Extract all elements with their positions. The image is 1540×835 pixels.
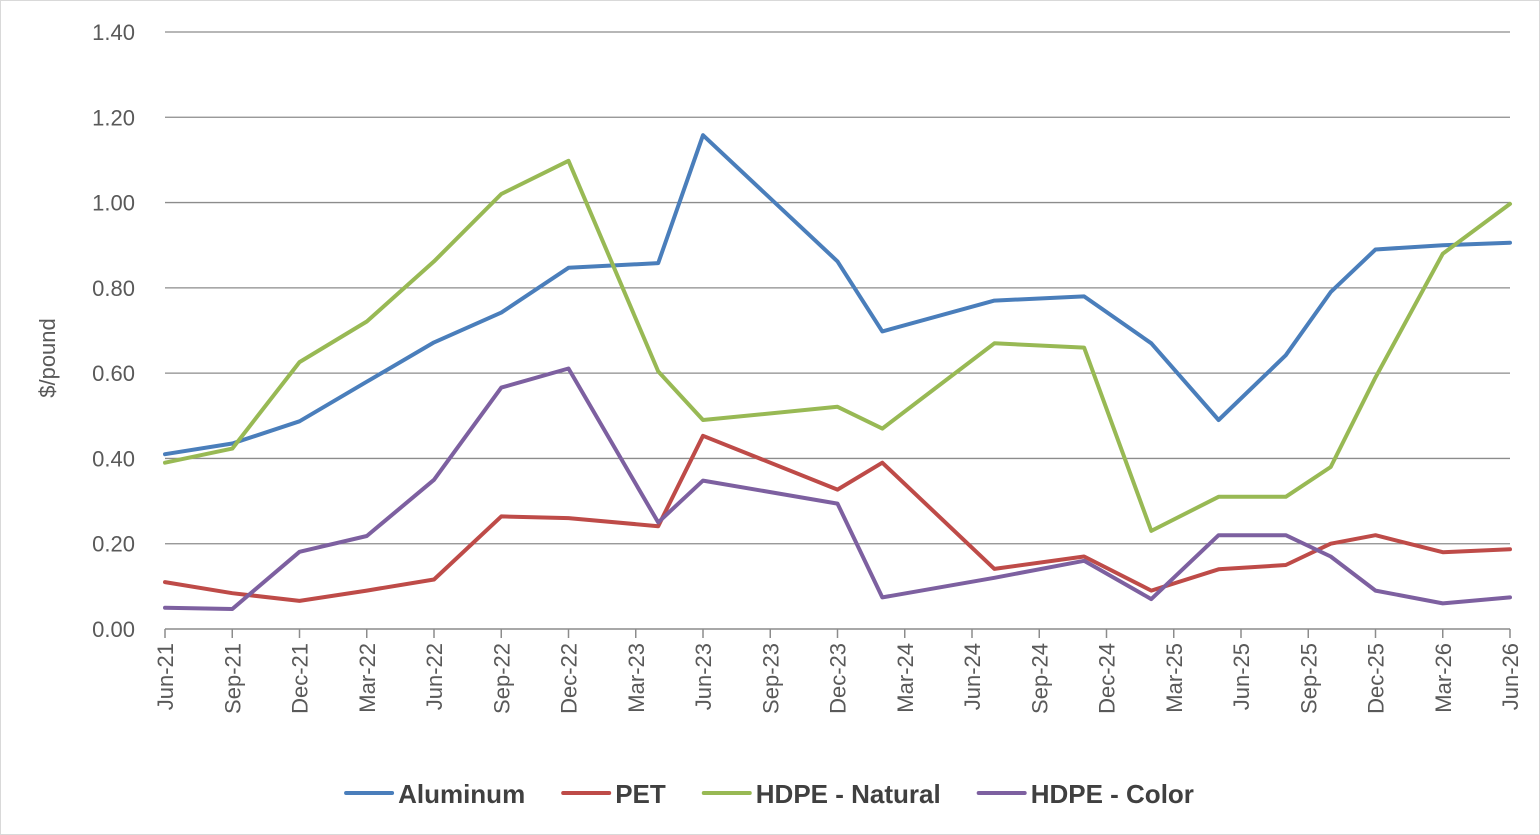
y-tick-label: 1.20 — [92, 105, 135, 130]
x-tick-label: Sep-21 — [220, 643, 245, 714]
legend-label: HDPE - Natural — [756, 779, 941, 809]
x-tick-label: Sep-23 — [758, 643, 783, 714]
series-line-pet — [163, 433, 1512, 603]
x-tick-label: Mar-23 — [624, 643, 649, 713]
x-tick-label: Jun-26 — [1498, 643, 1523, 710]
series-line-aluminum — [163, 133, 1512, 457]
x-tick-label: Mar-25 — [1162, 643, 1187, 713]
x-tick-label: Mar-24 — [893, 643, 918, 713]
y-tick-label: 0.40 — [92, 446, 135, 471]
y-tick-label: 1.40 — [92, 20, 135, 45]
y-tick-label: 0.60 — [92, 361, 135, 386]
legend: Aluminum PET HDPE - Natural HDPE - Color — [344, 779, 1194, 809]
series-lines — [163, 133, 1512, 611]
x-tick-label: Jun-23 — [691, 643, 716, 710]
x-tick-label: Jun-21 — [153, 643, 178, 710]
legend-label: PET — [615, 779, 666, 809]
x-tick-label: Dec-23 — [826, 643, 851, 714]
legend-item-pet: PET — [561, 779, 666, 809]
legend-label: HDPE - Color — [1031, 779, 1194, 809]
legend-item-hdpe-color: HDPE - Color — [976, 779, 1194, 809]
x-tick-label: Sep-22 — [489, 643, 514, 714]
x-tick-label: Mar-26 — [1431, 643, 1456, 713]
y-tick-label: 0.20 — [92, 532, 135, 557]
x-tick-label: Mar-22 — [355, 643, 380, 713]
x-tick-label: Jun-22 — [422, 643, 447, 710]
series-line-hdpe-natural — [163, 158, 1512, 533]
y-axis-title: $/pound — [35, 318, 60, 398]
series-line-hdpe-color — [163, 366, 1512, 611]
x-tick-label: Dec-21 — [288, 643, 313, 714]
axes: 0.00 0.20 0.40 0.60 0.80 1.00 1.20 1.40 Jun-21 Se… — [92, 20, 1523, 714]
y-tick-label: 0.80 — [92, 276, 135, 301]
x-tick-label: Dec-22 — [557, 643, 582, 714]
legend-item-aluminum: Aluminum — [344, 779, 525, 809]
x-tick-label: Sep-25 — [1296, 643, 1321, 714]
y-tick-label: 0.00 — [92, 617, 135, 642]
y-tick-label: 1.00 — [92, 191, 135, 216]
grid-lines — [165, 31, 1510, 545]
x-tick-label: Jun-24 — [960, 643, 985, 710]
legend-label: Aluminum — [398, 779, 525, 809]
x-tick-label: Dec-25 — [1364, 643, 1389, 714]
x-tick-label: Jun-25 — [1229, 643, 1254, 710]
legend-item-hdpe-natural: HDPE - Natural — [701, 779, 941, 809]
x-tick-label: Sep-24 — [1027, 643, 1052, 714]
x-tick-label: Dec-24 — [1095, 643, 1120, 714]
